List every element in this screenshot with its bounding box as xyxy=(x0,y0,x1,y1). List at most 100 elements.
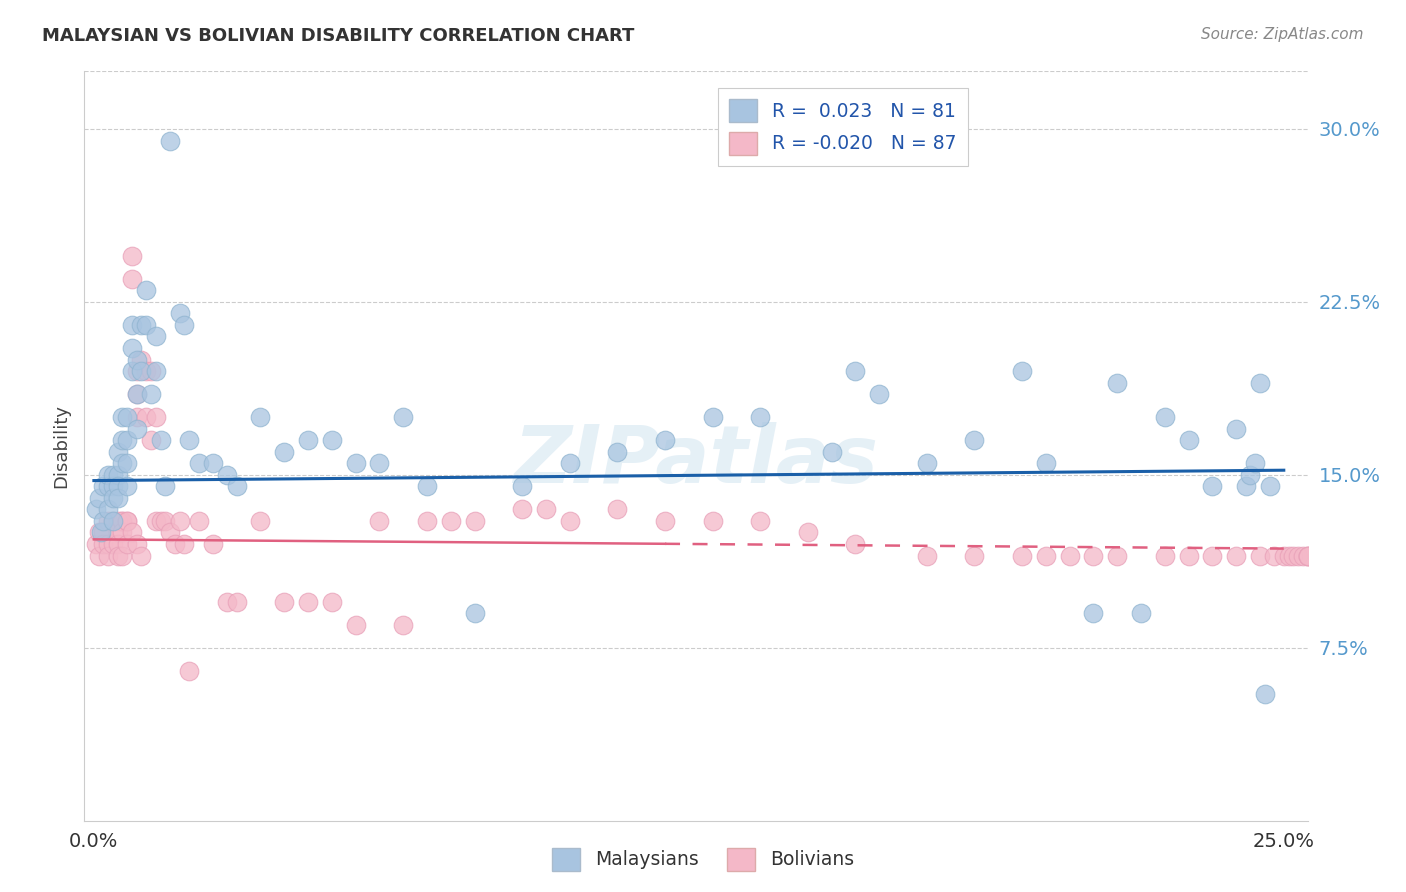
Point xyxy=(93,514,115,528)
Point xyxy=(368,514,391,528)
Point xyxy=(125,364,148,378)
Point xyxy=(464,606,486,620)
Point xyxy=(97,502,120,516)
Point xyxy=(606,444,628,458)
Point xyxy=(1258,479,1281,493)
Point xyxy=(1292,549,1315,563)
Point xyxy=(121,249,143,263)
Point xyxy=(1244,456,1267,470)
Point xyxy=(135,410,157,425)
Point xyxy=(101,479,124,493)
Point xyxy=(1035,549,1057,563)
Point xyxy=(1011,549,1033,563)
Point xyxy=(121,318,143,332)
Point xyxy=(1225,422,1247,436)
Point xyxy=(963,434,986,448)
Point xyxy=(1296,549,1319,563)
Point xyxy=(915,456,938,470)
Point xyxy=(820,444,842,458)
Point xyxy=(107,514,129,528)
Point xyxy=(87,525,110,540)
Point xyxy=(111,525,134,540)
Point xyxy=(107,491,129,505)
Point xyxy=(145,410,167,425)
Point xyxy=(115,537,138,551)
Point xyxy=(654,434,676,448)
Point xyxy=(159,134,181,148)
Point xyxy=(1249,376,1271,390)
Point xyxy=(93,525,115,540)
Y-axis label: Disability: Disability xyxy=(52,404,70,488)
Point xyxy=(121,364,143,378)
Point xyxy=(1201,549,1223,563)
Point xyxy=(169,306,191,320)
Point xyxy=(145,364,167,378)
Point xyxy=(1201,479,1223,493)
Point xyxy=(101,491,124,505)
Point xyxy=(1153,410,1175,425)
Point xyxy=(97,514,120,528)
Point xyxy=(1177,549,1199,563)
Point xyxy=(125,387,148,401)
Point xyxy=(225,594,247,608)
Point xyxy=(440,514,463,528)
Point xyxy=(145,514,167,528)
Point xyxy=(1272,549,1295,563)
Point xyxy=(1263,549,1285,563)
Point xyxy=(177,664,200,678)
Point xyxy=(297,434,319,448)
Legend: Malaysians, Bolivians: Malaysians, Bolivians xyxy=(544,840,862,878)
Point xyxy=(1234,479,1257,493)
Point xyxy=(107,444,129,458)
Point xyxy=(868,387,890,401)
Point xyxy=(135,318,157,332)
Point xyxy=(135,284,157,298)
Point xyxy=(84,502,107,516)
Point xyxy=(1059,549,1081,563)
Point xyxy=(702,410,724,425)
Point xyxy=(90,525,112,540)
Point xyxy=(1225,549,1247,563)
Point xyxy=(1249,549,1271,563)
Point xyxy=(249,410,271,425)
Point xyxy=(1107,549,1129,563)
Text: Source: ZipAtlas.com: Source: ZipAtlas.com xyxy=(1201,27,1364,42)
Point xyxy=(131,352,153,367)
Point xyxy=(107,525,129,540)
Point xyxy=(1277,549,1299,563)
Point xyxy=(107,549,129,563)
Point xyxy=(297,594,319,608)
Point xyxy=(169,514,191,528)
Point xyxy=(392,617,415,632)
Point xyxy=(107,467,129,482)
Point xyxy=(558,456,581,470)
Point xyxy=(217,467,239,482)
Point xyxy=(139,364,162,378)
Point xyxy=(249,514,271,528)
Point xyxy=(87,491,110,505)
Point xyxy=(416,479,439,493)
Point xyxy=(1107,376,1129,390)
Point xyxy=(225,479,247,493)
Point xyxy=(273,444,295,458)
Point xyxy=(1011,364,1033,378)
Point xyxy=(125,422,148,436)
Point xyxy=(217,594,239,608)
Point xyxy=(93,537,115,551)
Point xyxy=(1254,687,1277,701)
Point xyxy=(101,537,124,551)
Point xyxy=(1153,549,1175,563)
Text: MALAYSIAN VS BOLIVIAN DISABILITY CORRELATION CHART: MALAYSIAN VS BOLIVIAN DISABILITY CORRELA… xyxy=(42,27,634,45)
Point xyxy=(1130,606,1153,620)
Point xyxy=(844,537,866,551)
Point xyxy=(121,341,143,355)
Point xyxy=(111,549,134,563)
Point xyxy=(534,502,557,516)
Point xyxy=(115,456,138,470)
Point xyxy=(797,525,820,540)
Point xyxy=(149,514,172,528)
Point xyxy=(1177,434,1199,448)
Point xyxy=(464,514,486,528)
Point xyxy=(1239,467,1261,482)
Legend: R =  0.023   N = 81, R = -0.020   N = 87: R = 0.023 N = 81, R = -0.020 N = 87 xyxy=(718,88,967,166)
